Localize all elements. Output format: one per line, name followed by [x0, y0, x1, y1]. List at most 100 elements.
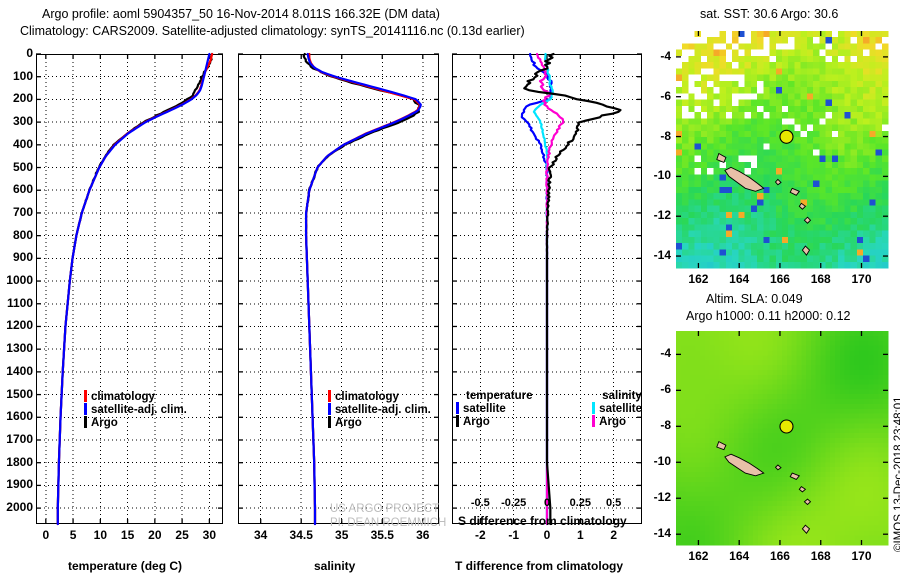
temperature-plot-canvas	[36, 52, 223, 526]
legend-color-swatch	[84, 416, 87, 428]
legend-item: satellite-adj. clim.	[328, 403, 431, 416]
legend-item: satellite	[456, 402, 532, 415]
salinity-legend: climatology satellite-adj. clim. Argo	[328, 390, 431, 429]
axis-tick-label: 1200	[6, 318, 33, 333]
temperature-legend: climatology satellite-adj. clim. Argo	[84, 390, 187, 429]
axis-tick-label: 1100	[6, 295, 33, 310]
axis-tick-label: 300	[12, 114, 33, 129]
legend-color-swatch	[84, 403, 87, 415]
sst-map-title: sat. SST: 30.6 Argo: 30.6	[700, 7, 839, 21]
axis-tick-label: 0	[42, 528, 50, 542]
legend-item: Argo	[328, 416, 431, 429]
axis-tick-label: 25	[175, 528, 189, 542]
sla-map-canvas	[676, 331, 889, 546]
legend-color-swatch	[328, 403, 331, 415]
axis-tick-label: 0.25	[569, 497, 592, 509]
legend-item: Argo	[84, 416, 187, 429]
legend-color-swatch	[84, 390, 87, 402]
salinity-axis-label: salinity	[314, 559, 356, 573]
legend-color-swatch	[456, 402, 459, 414]
axis-tick-label: 2	[610, 528, 617, 542]
axis-tick-label: 35.5	[370, 528, 394, 542]
axis-tick-label: 900	[12, 250, 33, 265]
legend-item: satellite	[592, 402, 642, 415]
axis-tick-label: -4	[660, 346, 671, 361]
axis-tick-label: 15	[120, 528, 135, 542]
axis-tick-label: 1900	[6, 477, 33, 492]
axis-tick-label: 5	[69, 528, 77, 542]
axis-tick-label: 0.5	[606, 497, 622, 509]
axis-tick-label: 700	[12, 204, 33, 219]
axis-tick-label: 170	[851, 549, 872, 563]
watermark-line-1: US ARGO PROJECT	[330, 503, 440, 515]
title-line-2: Climatology: CARS2009. Satellite-adjuste…	[20, 24, 525, 38]
axis-tick-label: 0	[26, 46, 33, 60]
difference-legend: temperature satellite Argo salinity sate…	[456, 390, 642, 428]
salinity-plot-canvas	[238, 52, 439, 526]
axis-tick-label: 0	[543, 497, 551, 509]
legend-item: Argo	[592, 415, 642, 428]
axis-tick-label: 1	[576, 528, 584, 542]
legend-item: climatology	[84, 390, 187, 403]
legend-color-swatch	[328, 390, 331, 402]
axis-tick-label: -6	[660, 382, 671, 397]
axis-tick-label: 168	[810, 272, 831, 286]
axis-tick-label: 170	[851, 272, 872, 286]
axis-tick-label: -12	[653, 490, 671, 505]
legend-color-swatch	[592, 402, 596, 414]
difference-plot-canvas	[452, 52, 642, 526]
axis-tick-label: 1700	[6, 431, 33, 446]
legend-color-swatch	[592, 415, 596, 427]
axis-tick-label: -2	[474, 528, 486, 542]
sla-map-title: Altim. SLA: 0.049	[706, 292, 803, 306]
legend-item: climatology	[328, 390, 431, 403]
axis-tick-label: 166	[769, 549, 790, 563]
axis-tick-label: 162	[688, 272, 709, 286]
axis-tick-label: -14	[653, 248, 671, 263]
axis-tick-label: 1000	[6, 273, 33, 288]
copyright-text: ©IMOS 13-Dec-2018 23:48:01	[893, 396, 900, 552]
axis-tick-label: 200	[12, 91, 33, 106]
sst-map-canvas	[676, 31, 889, 269]
axis-tick-label: 168	[810, 549, 831, 563]
axis-tick-label: 500	[12, 159, 33, 174]
axis-tick-label: -0.25	[501, 497, 527, 509]
axis-tick-label: 30	[202, 528, 217, 542]
axis-tick-label: 100	[12, 68, 33, 83]
axis-tick-label: 34.5	[289, 528, 313, 542]
axis-tick-label: -8	[660, 128, 671, 143]
legend-header-salinity: salinity	[602, 390, 642, 402]
axis-tick-label: 162	[688, 549, 709, 563]
axis-tick-label: -4	[660, 48, 671, 63]
axis-tick-label: 600	[12, 182, 33, 197]
legend-color-swatch	[328, 416, 331, 428]
difference-axis-label: T difference from climatology	[455, 559, 624, 573]
legend-item: Argo	[456, 415, 532, 428]
legend-header-temperature: temperature	[466, 390, 533, 402]
sla-map-subtitle: Argo h1000: 0.11 h2000: 0.12	[686, 309, 851, 323]
axis-tick-label: 0	[543, 528, 551, 542]
axis-tick-label: -14	[653, 526, 671, 541]
axis-tick-label: 1400	[6, 363, 33, 378]
axis-tick-label: 34	[254, 528, 268, 542]
axis-tick-label: -12	[653, 208, 671, 223]
temperature-axis-label: temperature (deg C)	[68, 559, 183, 573]
axis-tick-label: -6	[660, 88, 671, 103]
axis-tick-label: 1300	[6, 341, 33, 356]
axis-tick-label: 1500	[6, 386, 33, 401]
watermark-line-2: PI: DEAN ROEMMICH	[330, 517, 447, 529]
axis-tick-label: -0.5	[470, 497, 490, 509]
axis-tick-label: 800	[12, 227, 33, 242]
axis-tick-label: 1800	[6, 454, 33, 469]
axis-tick-label: -8	[660, 418, 671, 433]
axis-tick-label: 10	[93, 528, 108, 542]
axis-tick-label: -10	[653, 168, 671, 183]
difference-axis-label-upper: S difference from climatology	[458, 514, 627, 528]
axis-tick-label: -10	[653, 454, 671, 469]
axis-tick-label: 164	[729, 549, 750, 563]
title-line-1: Argo profile: aoml 5904357_50 16-Nov-201…	[42, 7, 440, 21]
legend-color-swatch	[456, 415, 459, 427]
axis-tick-label: -1	[508, 528, 519, 542]
axis-tick-label: 1600	[6, 409, 33, 424]
axis-tick-label: 2000	[6, 500, 33, 515]
